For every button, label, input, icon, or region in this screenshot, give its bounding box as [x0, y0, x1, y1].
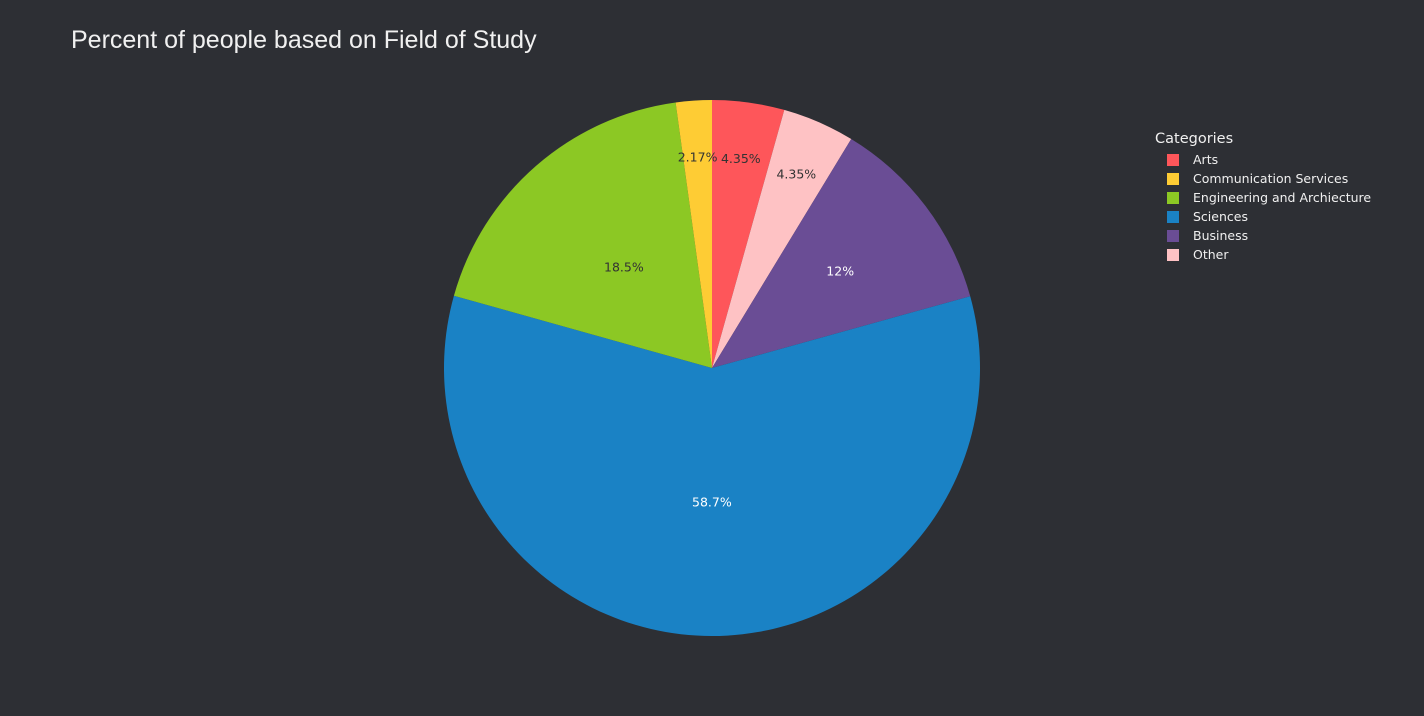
legend-swatch [1167, 229, 1179, 242]
pie-slice-other[interactable] [712, 109, 852, 369]
slice-label-arts: 4.35% [721, 151, 761, 166]
slice-label-sciences: 58.7% [692, 495, 732, 510]
legend-item-sciences[interactable]: Sciences [1155, 207, 1371, 226]
legend-label: Arts [1193, 152, 1219, 167]
pie-slice-business[interactable] [712, 139, 971, 368]
legend-label: Other [1193, 247, 1229, 262]
legend-swatch [1167, 191, 1179, 204]
pie-slice-sciences[interactable] [443, 295, 980, 637]
legend: Categories Arts Communication Services Eng… [1155, 131, 1371, 264]
slice-label-business: 12% [826, 264, 854, 279]
legend-label: Business [1193, 228, 1249, 243]
legend-swatch [1167, 210, 1179, 223]
slice-label-engineering-and-archiecture: 18.5% [604, 260, 644, 275]
pie-slice-engineering-and-archiecture[interactable] [453, 102, 712, 368]
legend-swatch [1167, 153, 1179, 166]
legend-title: Categories [1155, 131, 1234, 147]
legend-swatch [1167, 248, 1179, 261]
legend-label: Engineering and Archiecture [1193, 190, 1372, 205]
legend-swatch [1167, 172, 1179, 185]
chart-title: Percent of people based on Field of Stud… [71, 26, 537, 54]
legend-item-communication-services[interactable]: Communication Services [1155, 169, 1371, 188]
legend-item-business[interactable]: Business [1155, 226, 1371, 245]
slice-label-other: 4.35% [776, 166, 816, 181]
legend-item-arts[interactable]: Arts [1155, 150, 1371, 169]
pie-slice-communication-services[interactable] [675, 100, 712, 368]
legend-label: Sciences [1193, 209, 1248, 224]
legend-label: Communication Services [1193, 171, 1349, 186]
legend-item-engineering-and-archiecture[interactable]: Engineering and Archiecture [1155, 188, 1371, 207]
legend-item-other[interactable]: Other [1155, 245, 1371, 264]
slice-label-communication-services: 2.17% [678, 149, 718, 164]
pie-slice-arts[interactable] [712, 100, 785, 368]
